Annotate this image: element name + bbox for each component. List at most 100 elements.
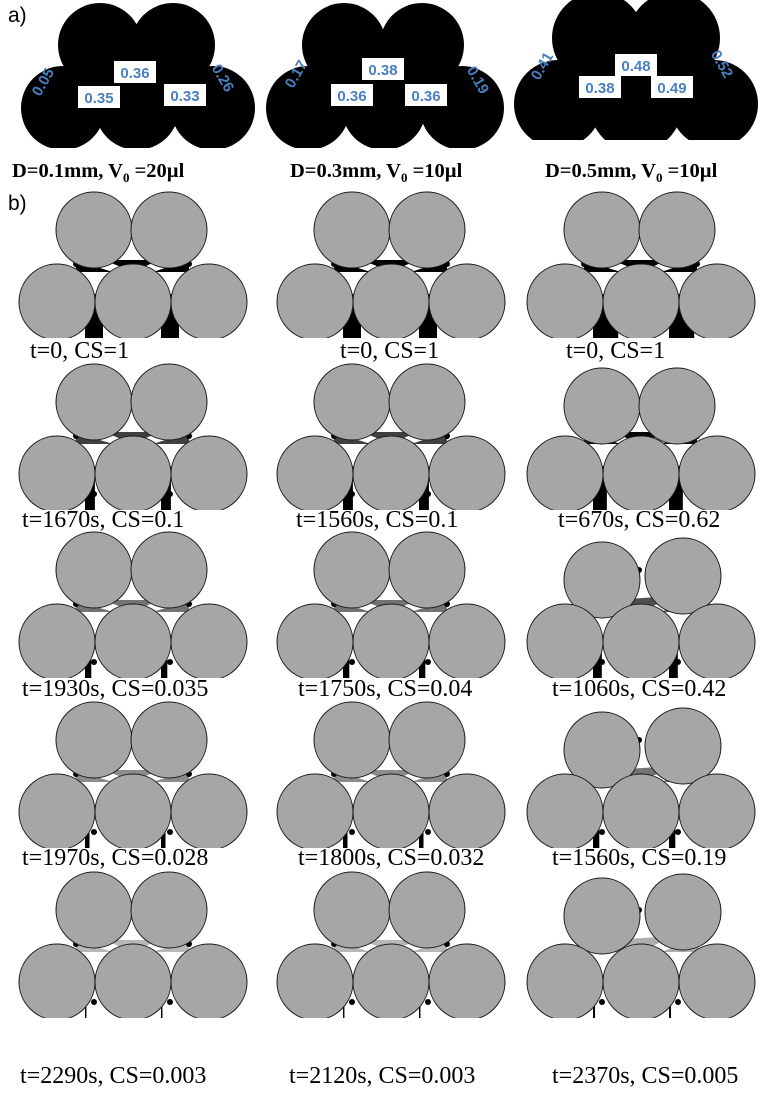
panel-b-caption: t=1670s, CS=0.1 bbox=[22, 507, 185, 533]
particle bbox=[678, 603, 756, 681]
cs-value: 0.36 bbox=[411, 88, 440, 105]
cs-value-label: 0.36 bbox=[331, 84, 373, 106]
particle bbox=[563, 367, 641, 445]
particle bbox=[55, 191, 133, 269]
panel-b-caption: t=0, CS=1 bbox=[340, 338, 440, 364]
particle bbox=[526, 943, 604, 1021]
particle-group bbox=[18, 363, 248, 513]
particle bbox=[602, 435, 680, 513]
panel-b-image bbox=[525, 367, 765, 530]
particle bbox=[352, 603, 430, 681]
cs-value-label: 0.48 bbox=[615, 54, 657, 76]
panel-b-image bbox=[17, 191, 257, 358]
particle bbox=[638, 367, 716, 445]
panel-b-caption: t=0, CS=1 bbox=[30, 338, 130, 364]
panel-a-caption-3: D=0.5mm, V0 =10µl bbox=[545, 160, 718, 185]
cs-value-label: 0.36 bbox=[114, 61, 156, 83]
panel-b-caption: t=1930s, CS=0.035 bbox=[22, 676, 209, 702]
cs-value-label: 0.35 bbox=[78, 86, 120, 108]
particle bbox=[388, 531, 466, 609]
particle bbox=[170, 435, 248, 513]
particle bbox=[563, 877, 641, 955]
particle-group bbox=[18, 871, 248, 1021]
particle bbox=[276, 263, 354, 341]
particle bbox=[170, 263, 248, 341]
particle bbox=[313, 871, 391, 949]
particle bbox=[94, 603, 172, 681]
panel-a-caption-2: D=0.3mm, V0 =10µl bbox=[290, 160, 463, 185]
panel-b-image bbox=[525, 191, 765, 358]
particle bbox=[55, 701, 133, 779]
particle bbox=[18, 943, 96, 1021]
particle-group bbox=[276, 701, 506, 851]
panel-b-caption: t=2370s, CS=0.005 bbox=[552, 1063, 739, 1089]
particle-group bbox=[276, 871, 506, 1021]
panel-b-caption: t=670s, CS=0.62 bbox=[558, 507, 721, 533]
cs-value-label: 0.33 bbox=[164, 84, 206, 106]
particle-group bbox=[18, 701, 248, 851]
cs-value: 0.48 bbox=[621, 58, 650, 75]
particle bbox=[18, 435, 96, 513]
particle bbox=[313, 363, 391, 441]
panel-b-caption: t=1800s, CS=0.032 bbox=[298, 845, 485, 871]
particle-group bbox=[526, 537, 756, 681]
particle bbox=[313, 701, 391, 779]
panel-b-caption: t=0, CS=1 bbox=[566, 338, 666, 364]
panel-b-image bbox=[525, 873, 765, 1038]
particle bbox=[670, 60, 758, 148]
panel-b-caption: t=2120s, CS=0.003 bbox=[289, 1063, 476, 1089]
cs-value: 0.33 bbox=[170, 88, 199, 105]
particle bbox=[388, 701, 466, 779]
panel-b-image bbox=[525, 537, 765, 698]
panel-b-image bbox=[17, 701, 257, 868]
particle bbox=[644, 707, 722, 785]
cs-value-label: 0.36 bbox=[405, 84, 447, 106]
panel-b-label: b) bbox=[8, 192, 27, 215]
cs-value: 0.38 bbox=[368, 62, 397, 79]
particle bbox=[352, 263, 430, 341]
particle bbox=[563, 191, 641, 269]
panel-b-image bbox=[17, 363, 257, 530]
particle bbox=[602, 773, 680, 851]
particle bbox=[18, 263, 96, 341]
panel-b-caption: t=1060s, CS=0.42 bbox=[552, 676, 727, 702]
panel-b-image bbox=[525, 707, 765, 868]
particle bbox=[18, 773, 96, 851]
panel-b-caption: t=2290s, CS=0.003 bbox=[20, 1063, 207, 1089]
particle bbox=[276, 773, 354, 851]
panel-b-image bbox=[275, 701, 515, 868]
cs-value: 0.36 bbox=[120, 65, 149, 82]
particle-group bbox=[18, 191, 248, 341]
particle bbox=[313, 531, 391, 609]
particle bbox=[678, 943, 756, 1021]
cs-value: 0.36 bbox=[337, 88, 366, 105]
panel-b-image bbox=[275, 363, 515, 530]
particle bbox=[266, 66, 350, 150]
particle bbox=[94, 773, 172, 851]
cs-value-label: 0.49 bbox=[651, 76, 693, 98]
particle bbox=[428, 773, 506, 851]
particle bbox=[94, 263, 172, 341]
cs-value: 0.49 bbox=[657, 80, 686, 97]
particle bbox=[602, 603, 680, 681]
particle-group bbox=[276, 531, 506, 681]
particle bbox=[130, 363, 208, 441]
particle bbox=[388, 191, 466, 269]
particle bbox=[94, 943, 172, 1021]
particle bbox=[428, 603, 506, 681]
particle bbox=[638, 191, 716, 269]
particle bbox=[130, 871, 208, 949]
particle bbox=[514, 60, 602, 148]
panel-b-image bbox=[275, 191, 515, 358]
cs-value: 0.35 bbox=[84, 90, 113, 107]
particle bbox=[130, 191, 208, 269]
particle bbox=[276, 943, 354, 1021]
particle bbox=[55, 531, 133, 609]
panel-a-caption-1: D=0.1mm, V0 =20µl bbox=[12, 160, 185, 185]
particle bbox=[428, 263, 506, 341]
particle bbox=[420, 66, 504, 150]
panel-a-label: a) bbox=[8, 4, 27, 27]
particle bbox=[602, 263, 680, 341]
particle bbox=[352, 943, 430, 1021]
particle bbox=[644, 873, 722, 951]
